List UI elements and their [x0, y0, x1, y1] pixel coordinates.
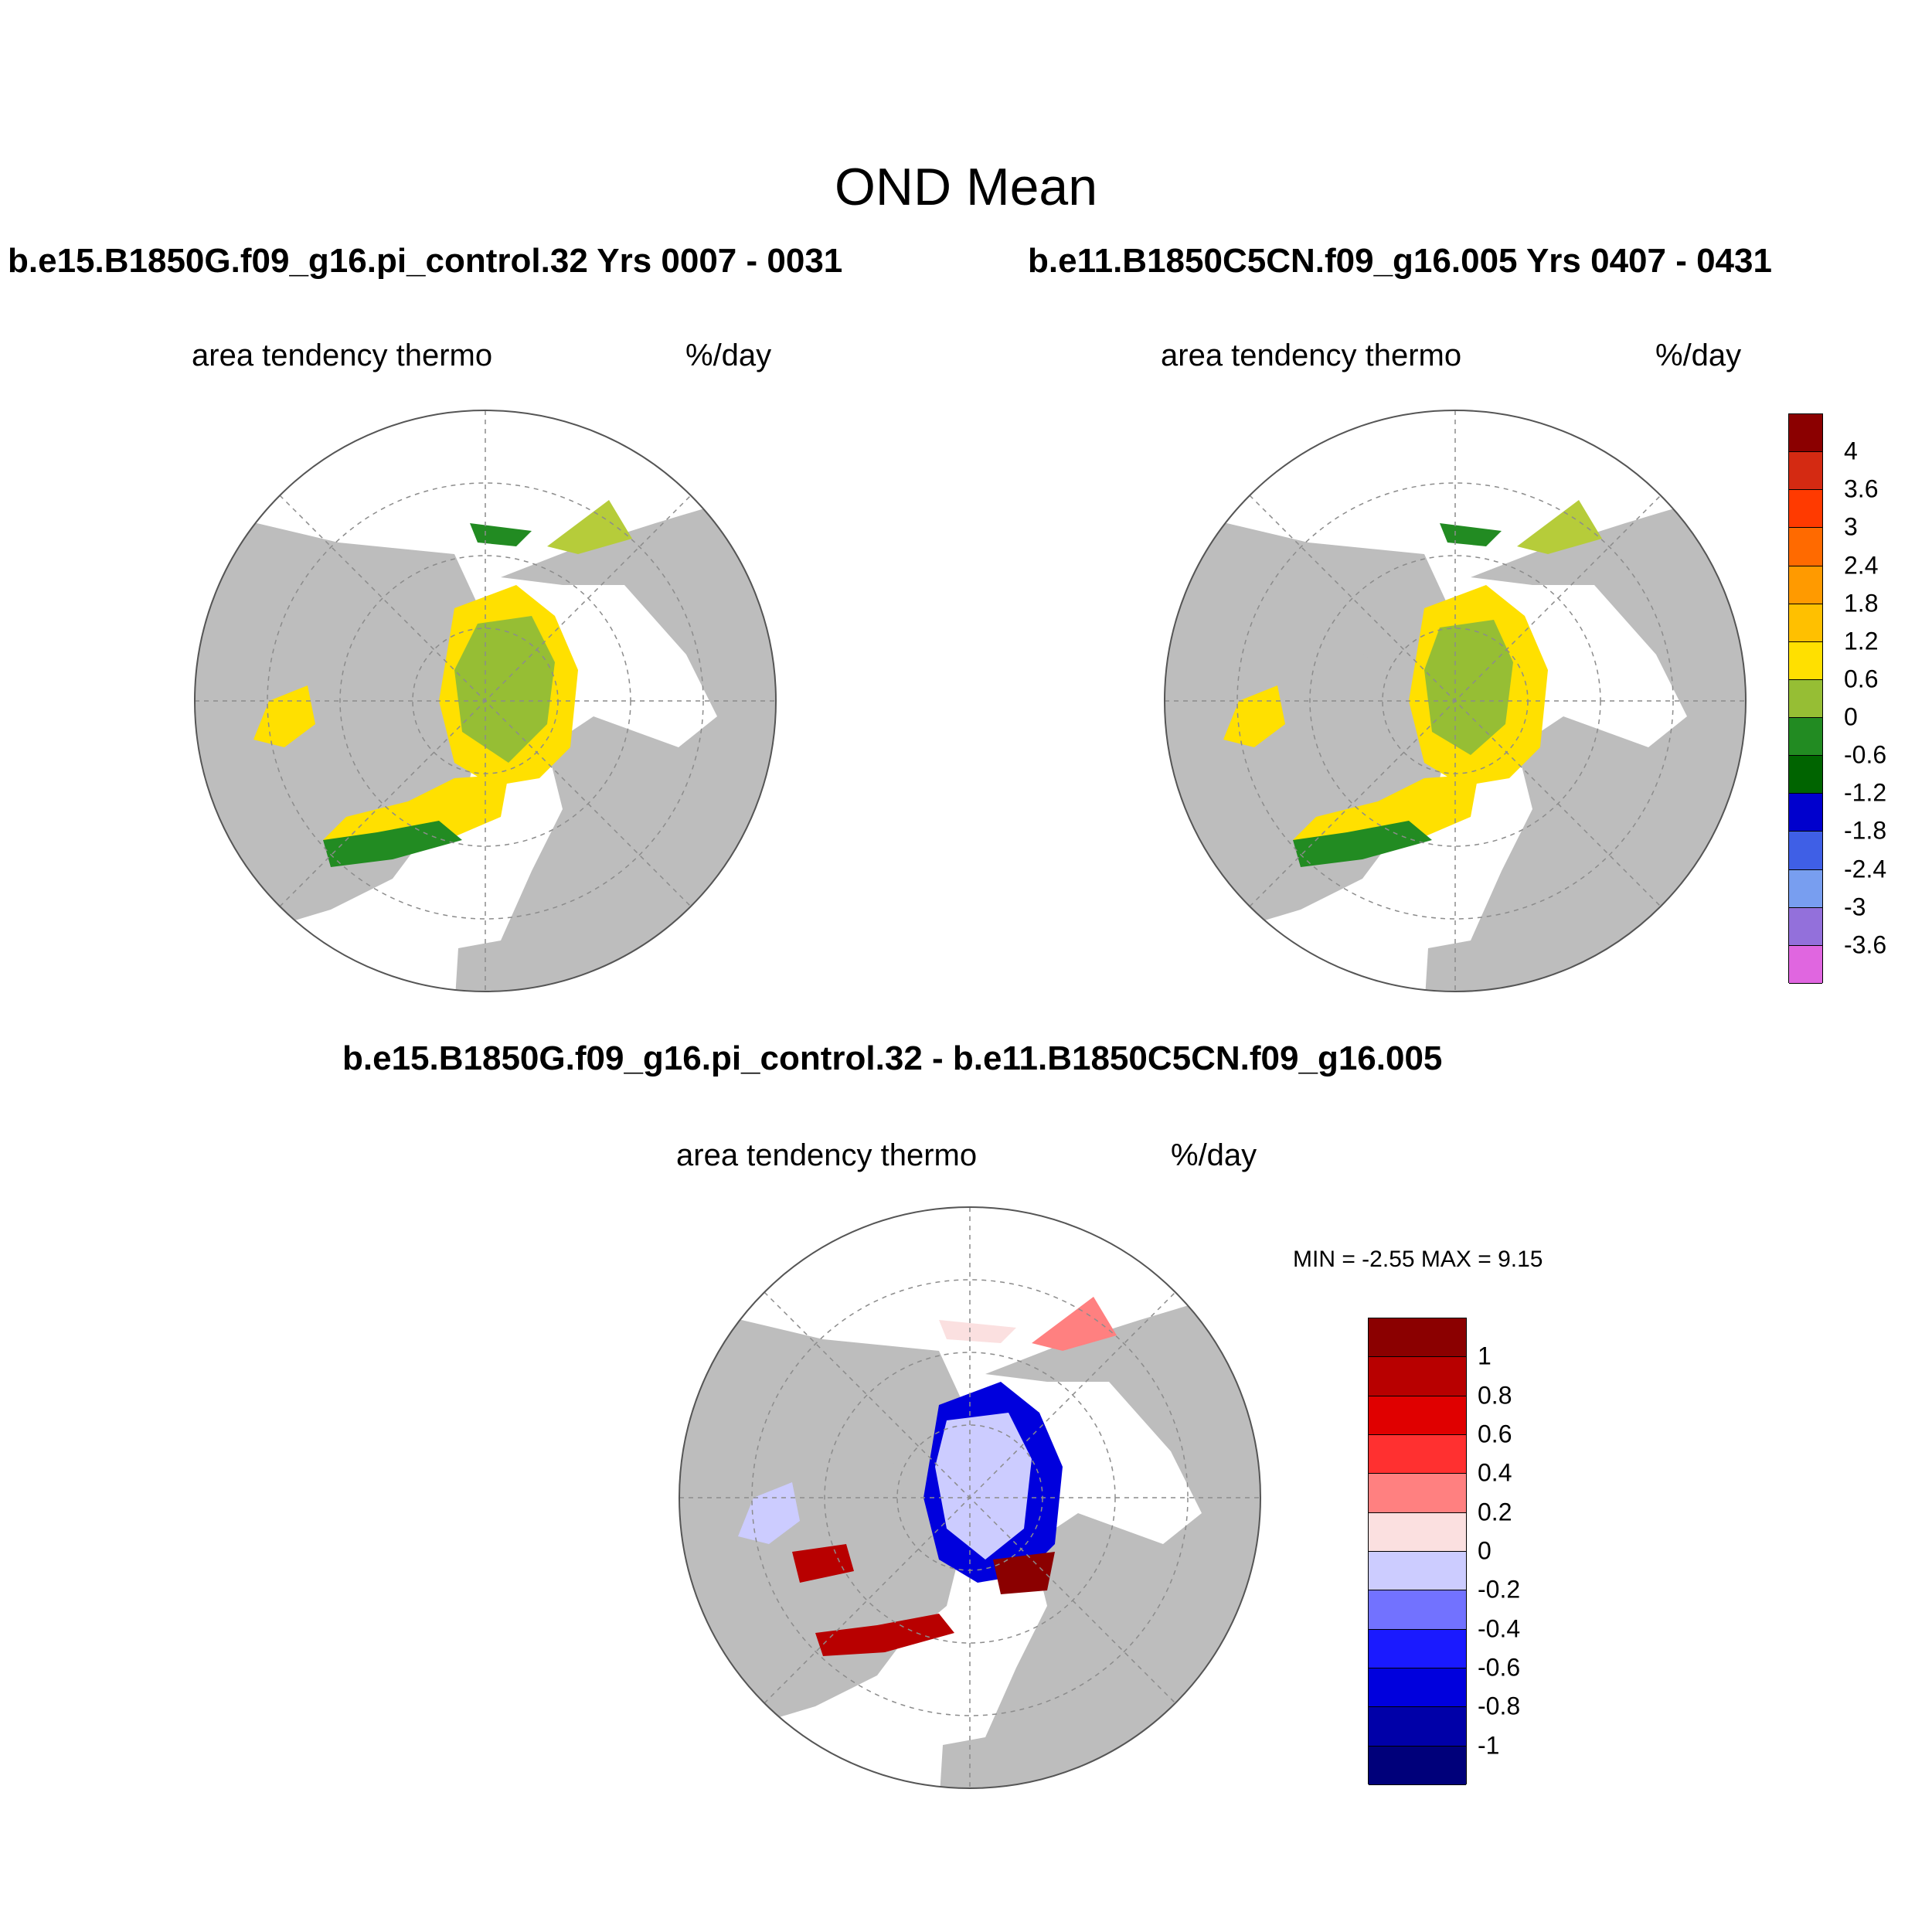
colorbar-tick-label: 4	[1844, 437, 1858, 465]
colorbar-tick-label: -0.6	[1844, 740, 1887, 769]
colorbar-tick-label: 1.2	[1844, 627, 1879, 655]
figure-title: OND Mean	[834, 158, 1098, 216]
panel3-case-title: b.e15.B1850G.f09_g16.pi_control.32 - b.e…	[342, 1039, 1443, 1077]
colorbar-tick-label: -1	[1478, 1731, 1500, 1760]
colorbar-swatch	[1789, 641, 1822, 680]
colorbar-swatch	[1369, 1318, 1466, 1358]
colorbar-swatch	[1789, 566, 1822, 604]
panel1-field-label: area tendency thermo	[192, 338, 493, 372]
colorbar-tick-label: 0.8	[1478, 1381, 1512, 1410]
colorbar-swatch	[1789, 490, 1822, 529]
colorbar-tick-label: -0.6	[1478, 1653, 1521, 1682]
colorbar-swatch	[1789, 945, 1822, 984]
colorbar-swatch	[1369, 1552, 1466, 1591]
sea-ice-field	[1223, 500, 1602, 867]
colorbar-tick-label: 1	[1478, 1342, 1492, 1370]
panel3-field-label: area tendency thermo	[676, 1138, 978, 1172]
colorbar-tick-label: 3	[1844, 512, 1858, 541]
colorbar-tick-label: 0.6	[1478, 1420, 1512, 1448]
colorbar-swatch	[1369, 1357, 1466, 1396]
panel2-polar-map	[1164, 410, 1747, 992]
colorbar-tick-label: -1.8	[1844, 816, 1887, 845]
colorbar-tick-label: 0.4	[1478, 1458, 1512, 1487]
colorbar-tick-label: -0.2	[1478, 1575, 1521, 1604]
min-max-stats: MIN = -2.55 MAX = 9.15	[1293, 1247, 1543, 1272]
panel3-diff-polar-map	[679, 1206, 1261, 1789]
colorbar-tick-label: 0	[1478, 1536, 1492, 1565]
colorbar-tick-label: 1.8	[1844, 589, 1879, 617]
colorbar-swatch	[1789, 718, 1822, 757]
colorbar-swatch	[1789, 604, 1822, 642]
lat-lon-grid	[195, 410, 776, 992]
colorbar-tick-label: -3	[1844, 893, 1866, 921]
map-border	[679, 1206, 1261, 1789]
diff-colorbar-swatches	[1368, 1318, 1467, 1785]
main-colorbar-swatches	[1788, 413, 1823, 984]
colorbar-swatch	[1789, 794, 1822, 832]
colorbar-swatch	[1369, 1435, 1466, 1475]
map-border	[1164, 410, 1747, 992]
colorbar-swatch	[1789, 679, 1822, 719]
panel3-units-label: %/day	[1171, 1138, 1257, 1172]
colorbar-swatch	[1789, 869, 1822, 908]
colorbar-tick-label: -3.6	[1844, 930, 1887, 959]
colorbar-tick-label: 0.6	[1844, 665, 1879, 693]
colorbar-swatch	[1789, 414, 1822, 453]
colorbar-swatch	[1369, 1629, 1466, 1668]
anomaly-field	[738, 1297, 1117, 1656]
colorbar-tick-label: 0.2	[1478, 1498, 1512, 1526]
panel1-case-title: b.e15.B1850G.f09_g16.pi_control.32 Yrs 0…	[8, 242, 843, 280]
colorbar-swatch	[1369, 1668, 1466, 1708]
colorbar-tick-label: -1.2	[1844, 778, 1887, 807]
panel1-units-label: %/day	[685, 338, 772, 372]
colorbar-swatch	[1369, 1512, 1466, 1552]
lat-lon-grid	[1165, 410, 1746, 992]
colorbar-tick-label: -2.4	[1844, 855, 1887, 883]
colorbar-tick-label: 0	[1844, 702, 1858, 731]
colorbar-tick-label: 3.6	[1844, 474, 1879, 503]
panel1-polar-map	[194, 410, 777, 992]
colorbar-swatch	[1789, 528, 1822, 566]
panel2-case-title: b.e11.B1850C5CN.f09_g16.005 Yrs 0407 - 0…	[1028, 242, 1772, 280]
panel2-field-label: area tendency thermo	[1161, 338, 1462, 372]
colorbar-swatch	[1789, 832, 1822, 870]
colorbar-swatch	[1369, 1746, 1466, 1785]
colorbar-tick-label: -0.4	[1478, 1614, 1521, 1643]
colorbar-swatch	[1789, 907, 1822, 946]
panel2-units-label: %/day	[1655, 338, 1742, 372]
colorbar-swatch	[1789, 756, 1822, 794]
colorbar-swatch	[1369, 1707, 1466, 1747]
colorbar-swatch	[1369, 1590, 1466, 1630]
map-border	[194, 410, 777, 992]
colorbar-tick-label: -0.8	[1478, 1692, 1521, 1720]
colorbar-swatch	[1369, 1474, 1466, 1513]
colorbar-swatch	[1789, 452, 1822, 491]
colorbar-swatch	[1369, 1396, 1466, 1435]
colorbar-tick-label: 2.4	[1844, 551, 1879, 580]
lat-lon-grid	[679, 1207, 1260, 1788]
